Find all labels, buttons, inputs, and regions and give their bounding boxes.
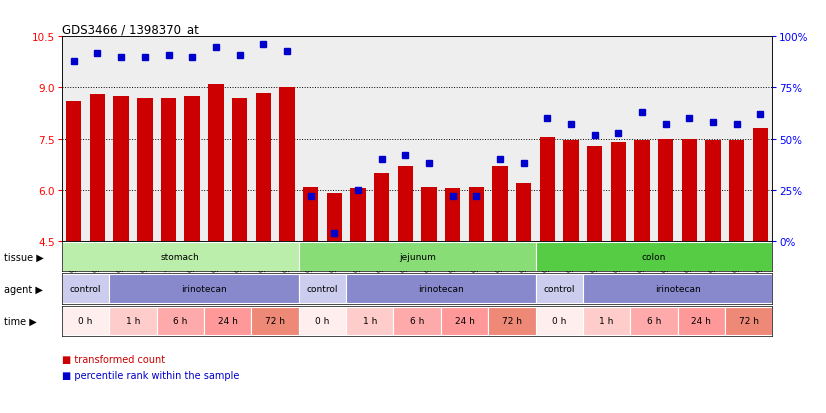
Bar — [62, 307, 109, 335]
Text: irinotecan: irinotecan — [655, 285, 700, 293]
Text: control: control — [70, 285, 102, 293]
Bar — [488, 307, 535, 335]
Bar — [251, 307, 299, 335]
Text: 0 h: 0 h — [552, 317, 567, 325]
Text: 72 h: 72 h — [265, 317, 285, 325]
Bar — [204, 307, 251, 335]
Text: ■ percentile rank within the sample: ■ percentile rank within the sample — [62, 370, 240, 380]
Bar — [299, 275, 346, 303]
Bar — [90, 95, 105, 242]
Bar — [255, 93, 271, 242]
Bar — [113, 97, 129, 242]
Bar — [232, 99, 247, 242]
Text: control: control — [544, 285, 575, 293]
Bar — [350, 189, 366, 242]
Bar — [725, 307, 772, 335]
Text: 72 h: 72 h — [738, 317, 758, 325]
Bar — [161, 99, 176, 242]
Bar — [658, 140, 673, 242]
Text: 1 h: 1 h — [126, 317, 140, 325]
Bar — [137, 99, 153, 242]
Bar — [630, 307, 677, 335]
Text: 1 h: 1 h — [363, 317, 377, 325]
Text: ■ transformed count: ■ transformed count — [62, 354, 165, 364]
Text: 24 h: 24 h — [691, 317, 711, 325]
Bar — [346, 275, 535, 303]
Bar — [583, 275, 772, 303]
Text: stomach: stomach — [161, 252, 200, 261]
Text: 0 h: 0 h — [78, 317, 93, 325]
Text: 24 h: 24 h — [454, 317, 474, 325]
Bar — [634, 141, 650, 242]
Text: 1 h: 1 h — [600, 317, 614, 325]
Bar — [539, 138, 555, 242]
Bar — [587, 146, 602, 242]
Text: control: control — [306, 285, 338, 293]
Text: GDS3466 / 1398370_at: GDS3466 / 1398370_at — [62, 23, 199, 36]
Text: 6 h: 6 h — [410, 317, 425, 325]
Bar — [397, 166, 413, 242]
Bar — [681, 140, 697, 242]
Text: 0 h: 0 h — [316, 317, 330, 325]
Bar — [729, 141, 744, 242]
Bar — [326, 194, 342, 242]
Bar — [468, 187, 484, 242]
Bar — [705, 141, 721, 242]
Bar — [66, 102, 82, 242]
Text: irinotecan: irinotecan — [418, 285, 463, 293]
Bar — [374, 173, 389, 242]
Text: colon: colon — [642, 252, 666, 261]
Bar — [109, 307, 157, 335]
Bar — [346, 307, 393, 335]
Bar — [299, 307, 346, 335]
Bar — [208, 85, 224, 242]
Bar — [492, 166, 508, 242]
Bar — [677, 307, 725, 335]
Text: time ▶: time ▶ — [3, 316, 36, 326]
Bar — [535, 307, 583, 335]
Bar — [279, 88, 295, 242]
Text: tissue ▶: tissue ▶ — [3, 252, 44, 262]
Bar — [752, 129, 768, 242]
Bar — [157, 307, 204, 335]
Text: irinotecan: irinotecan — [181, 285, 227, 293]
Text: agent ▶: agent ▶ — [3, 284, 42, 294]
Bar — [62, 275, 109, 303]
Bar — [109, 275, 299, 303]
Bar — [535, 242, 772, 271]
Bar — [610, 143, 626, 242]
Bar — [299, 242, 535, 271]
Text: jejunum: jejunum — [399, 252, 435, 261]
Bar — [421, 187, 437, 242]
Bar — [62, 242, 299, 271]
Bar — [583, 307, 630, 335]
Bar — [393, 307, 441, 335]
Text: 6 h: 6 h — [173, 317, 188, 325]
Bar — [516, 184, 531, 242]
Bar — [184, 97, 200, 242]
Bar — [445, 189, 460, 242]
Bar — [441, 307, 488, 335]
Text: 72 h: 72 h — [502, 317, 522, 325]
Bar — [535, 275, 583, 303]
Bar — [303, 187, 318, 242]
Text: 6 h: 6 h — [647, 317, 661, 325]
Text: 24 h: 24 h — [218, 317, 238, 325]
Bar — [563, 141, 579, 242]
